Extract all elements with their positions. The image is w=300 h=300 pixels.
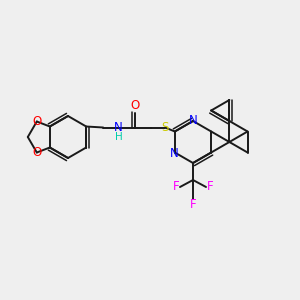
Text: O: O xyxy=(32,115,41,128)
Text: F: F xyxy=(190,199,196,212)
Text: F: F xyxy=(207,181,213,194)
Text: N: N xyxy=(114,121,123,134)
Text: S: S xyxy=(161,121,169,134)
Text: H: H xyxy=(115,131,123,142)
Text: F: F xyxy=(173,181,179,194)
Text: O: O xyxy=(32,146,41,159)
Text: N: N xyxy=(189,113,197,127)
Text: N: N xyxy=(169,147,178,160)
Text: O: O xyxy=(130,99,140,112)
